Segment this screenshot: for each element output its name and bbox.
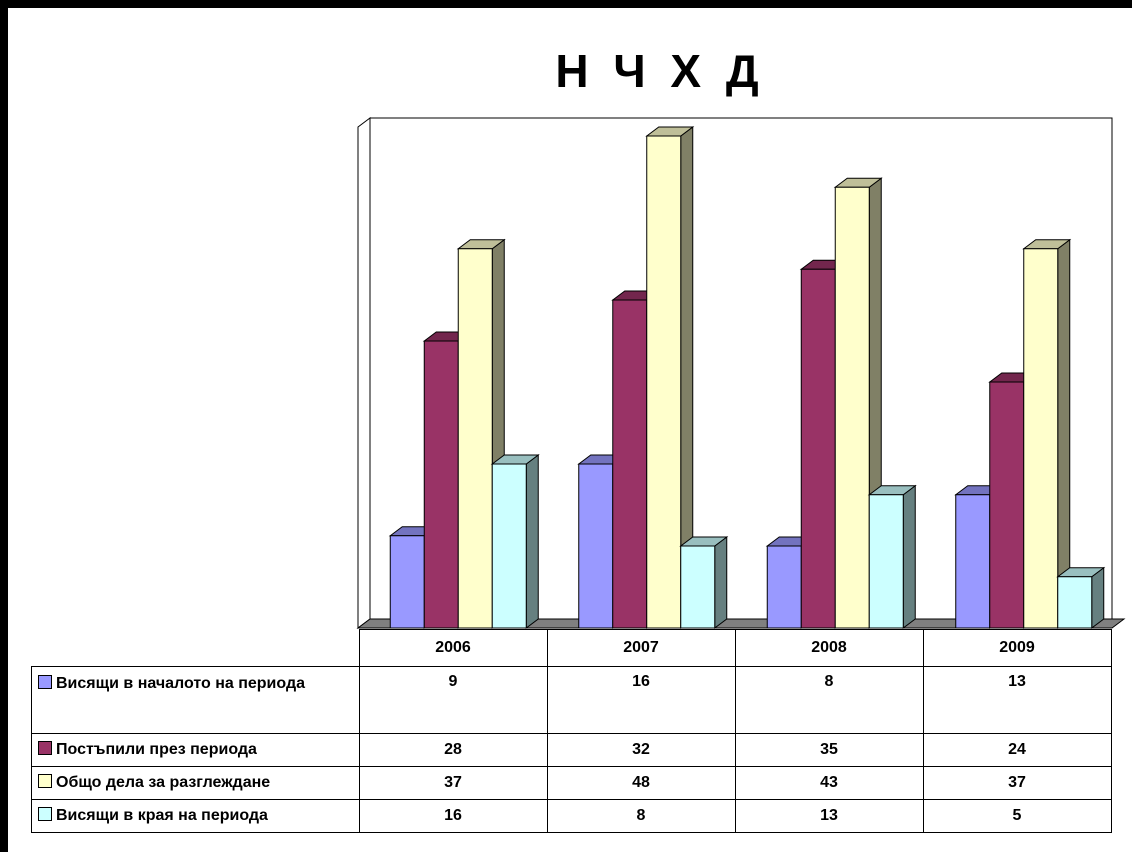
table-cell: 8	[734, 666, 924, 734]
data-table: 2006 2007 2008 2009 Висящи в началото на…	[31, 629, 1112, 833]
legend-entry: Постъпили през периода	[31, 733, 360, 767]
table-corner	[32, 630, 360, 667]
table-cell: 32	[546, 733, 736, 767]
table-cell: 9	[358, 666, 548, 734]
table-header-row: 2006 2007 2008 2009	[32, 629, 1112, 667]
bar	[834, 186, 870, 629]
table-row: Висящи в началото на периода 9 16 8 13	[31, 666, 1112, 734]
category-label: 2009	[922, 629, 1112, 667]
bar	[989, 381, 1025, 629]
legend-swatch	[38, 807, 52, 821]
series-name: Общо дела за разглеждане	[56, 774, 271, 791]
bar	[578, 463, 614, 629]
bar	[457, 248, 493, 629]
bar	[423, 340, 459, 629]
bar	[491, 463, 527, 629]
legend-entry: Общо дела за разглеждане	[31, 766, 360, 800]
category-label: 2006	[358, 629, 548, 667]
legend-swatch	[38, 675, 52, 689]
category-label: 2008	[734, 629, 924, 667]
table-cell: 13	[922, 666, 1112, 734]
bar-side	[525, 454, 539, 629]
series-name: Висящи в началото на периода	[56, 675, 306, 692]
table-cell: 5	[922, 799, 1112, 833]
table-cell: 28	[358, 733, 548, 767]
legend-entry: Висящи в началото на периода	[31, 666, 360, 734]
bar	[680, 545, 716, 629]
legend-swatch	[38, 774, 52, 788]
series-name: Постъпили през периода	[56, 741, 257, 758]
bar-side	[714, 536, 728, 629]
bar	[955, 494, 991, 629]
legend-entry: Висящи в края на периода	[31, 799, 360, 833]
table-row: Общо дела за разглеждане 37 48 43 37	[31, 766, 1112, 800]
table-row: Висящи в края на периода 16 8 13 5	[31, 799, 1112, 833]
series-name: Висящи в края на периода	[56, 807, 268, 824]
bar-side	[902, 484, 916, 629]
bar	[766, 545, 802, 629]
bar	[389, 535, 425, 629]
table-cell: 37	[358, 766, 548, 800]
table-cell: 35	[734, 733, 924, 767]
category-label: 2007	[546, 629, 736, 667]
bar	[800, 268, 836, 629]
table-cell: 48	[546, 766, 736, 800]
table-cell: 24	[922, 733, 1112, 767]
table-cell: 16	[546, 666, 736, 734]
legend-swatch	[38, 741, 52, 755]
bar	[646, 135, 682, 629]
table-row: Постъпили през периода 28 32 35 24	[31, 733, 1112, 767]
table-cell: 8	[546, 799, 736, 833]
chart-title: Н Ч Х Д	[555, 45, 765, 97]
bar	[1023, 248, 1059, 629]
bar	[612, 299, 648, 629]
bar	[1057, 576, 1093, 629]
table-cell: 37	[922, 766, 1112, 800]
bar-side	[1091, 566, 1105, 629]
side-wall	[357, 117, 371, 629]
table-cell: 16	[358, 799, 548, 833]
table-cell: 43	[734, 766, 924, 800]
bar	[868, 494, 904, 629]
table-cell: 13	[734, 799, 924, 833]
